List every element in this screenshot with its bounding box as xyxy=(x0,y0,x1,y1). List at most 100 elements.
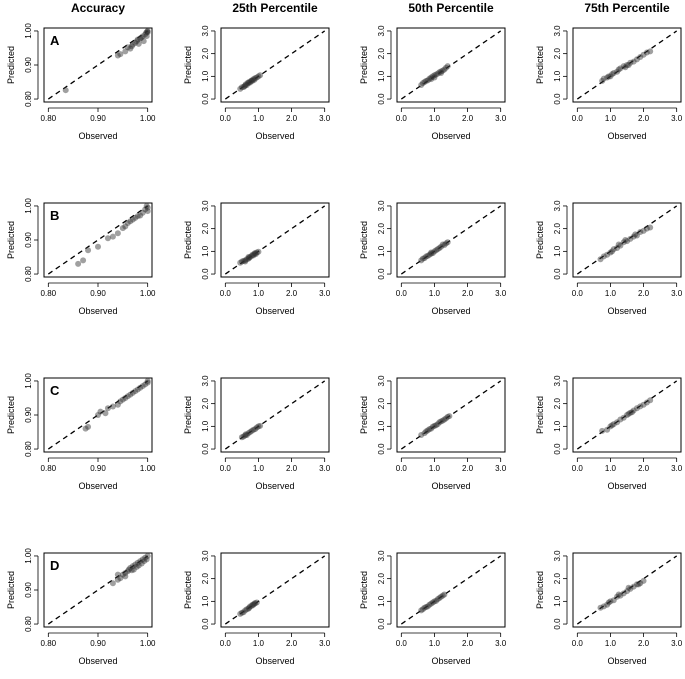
y-tick-label: 3.0 xyxy=(553,550,562,562)
y-tick-label: 0.0 xyxy=(377,618,386,630)
data-point xyxy=(640,227,647,234)
data-point xyxy=(637,580,644,587)
data-point xyxy=(444,239,451,246)
data-point xyxy=(242,431,249,438)
data-point xyxy=(129,216,136,223)
data-point xyxy=(127,391,134,398)
data-point xyxy=(252,426,259,433)
data-point xyxy=(114,52,121,59)
y-axis-label: Predicted xyxy=(535,221,545,259)
data-point xyxy=(444,413,451,420)
y-tick-label: 0.80 xyxy=(24,441,33,457)
y-axis-label: Predicted xyxy=(183,46,193,84)
reference-line xyxy=(47,555,149,625)
y-tick-label: 3.0 xyxy=(377,375,386,387)
data-point xyxy=(624,62,630,68)
y-tick-label: 2.0 xyxy=(201,573,210,585)
data-point xyxy=(137,558,144,565)
x-tick-label: 3.0 xyxy=(495,639,507,648)
data-point xyxy=(418,257,425,264)
data-point xyxy=(436,594,443,601)
data-point xyxy=(607,73,614,80)
data-point xyxy=(139,383,146,390)
data-point xyxy=(248,427,255,434)
data-point xyxy=(144,379,151,386)
data-point xyxy=(238,258,245,265)
y-tick-label: 2.0 xyxy=(377,573,386,585)
data-point xyxy=(615,241,622,248)
x-tick-label: 1.0 xyxy=(605,114,617,123)
data-point xyxy=(144,27,151,34)
y-tick-label: 0.0 xyxy=(377,268,386,280)
data-point xyxy=(418,81,425,88)
data-point xyxy=(240,257,247,264)
data-point xyxy=(429,599,436,606)
y-tick-label: 1.0 xyxy=(377,70,386,82)
data-point xyxy=(122,573,129,580)
data-point xyxy=(248,252,255,259)
y-tick-label: 3.0 xyxy=(553,200,562,212)
data-point xyxy=(237,610,244,617)
data-point xyxy=(438,243,445,250)
data-point xyxy=(439,241,446,248)
data-point xyxy=(624,238,630,245)
plot-frame xyxy=(220,552,330,628)
x-tick-label: 0.0 xyxy=(572,289,584,298)
data-point xyxy=(607,249,614,256)
x-tick-label: 1.0 xyxy=(605,464,617,473)
data-point xyxy=(640,577,647,584)
data-point xyxy=(243,256,250,263)
data-point xyxy=(80,257,87,264)
data-point xyxy=(255,248,262,255)
data-point xyxy=(251,76,258,83)
y-tick-label: 1.00 xyxy=(24,198,33,214)
data-point xyxy=(610,69,617,76)
data-point xyxy=(125,566,132,573)
data-point xyxy=(117,398,124,405)
plot-frame xyxy=(220,27,330,103)
data-point xyxy=(129,563,136,570)
data-point xyxy=(109,403,116,410)
data-point xyxy=(139,209,146,216)
data-point xyxy=(421,430,428,437)
data-point xyxy=(119,396,126,403)
y-axis-label: Predicted xyxy=(535,396,545,434)
y-tick-label: 1.0 xyxy=(201,420,210,432)
data-point xyxy=(140,38,147,45)
data-point xyxy=(245,254,252,261)
x-tick-label: 2.0 xyxy=(462,639,474,648)
data-point xyxy=(418,607,425,614)
data-point xyxy=(423,604,430,611)
data-point xyxy=(128,567,135,574)
data-point xyxy=(423,253,430,260)
y-axis-label: Predicted xyxy=(535,571,545,609)
x-tick-label: 2.0 xyxy=(286,639,298,648)
data-point xyxy=(443,64,450,71)
data-point xyxy=(138,34,145,41)
data-point xyxy=(614,244,621,251)
plot-frame xyxy=(572,27,682,103)
data-point xyxy=(605,73,612,80)
data-point xyxy=(628,409,635,416)
x-tick-label: 1.0 xyxy=(429,289,441,298)
data-point xyxy=(441,591,448,598)
data-point xyxy=(633,232,640,239)
data-point xyxy=(124,44,131,51)
data-point xyxy=(129,41,136,48)
y-tick-label: 2.0 xyxy=(377,223,386,235)
x-tick-label: 0.0 xyxy=(396,464,408,473)
data-point xyxy=(129,389,136,396)
y-tick-label: 0.0 xyxy=(553,443,562,455)
data-point xyxy=(237,259,244,266)
y-tick-label: 1.0 xyxy=(201,595,210,607)
data-point xyxy=(242,607,249,614)
x-tick-label: 3.0 xyxy=(319,639,331,648)
x-tick-label: 0.80 xyxy=(41,114,57,123)
data-point xyxy=(428,425,435,432)
y-tick-label: 0.0 xyxy=(553,268,562,280)
data-point xyxy=(242,257,249,264)
data-point xyxy=(429,423,436,430)
y-axis-label: Predicted xyxy=(6,571,16,609)
x-axis-label: Observed xyxy=(431,306,470,316)
x-tick-label: 1.0 xyxy=(429,639,441,648)
